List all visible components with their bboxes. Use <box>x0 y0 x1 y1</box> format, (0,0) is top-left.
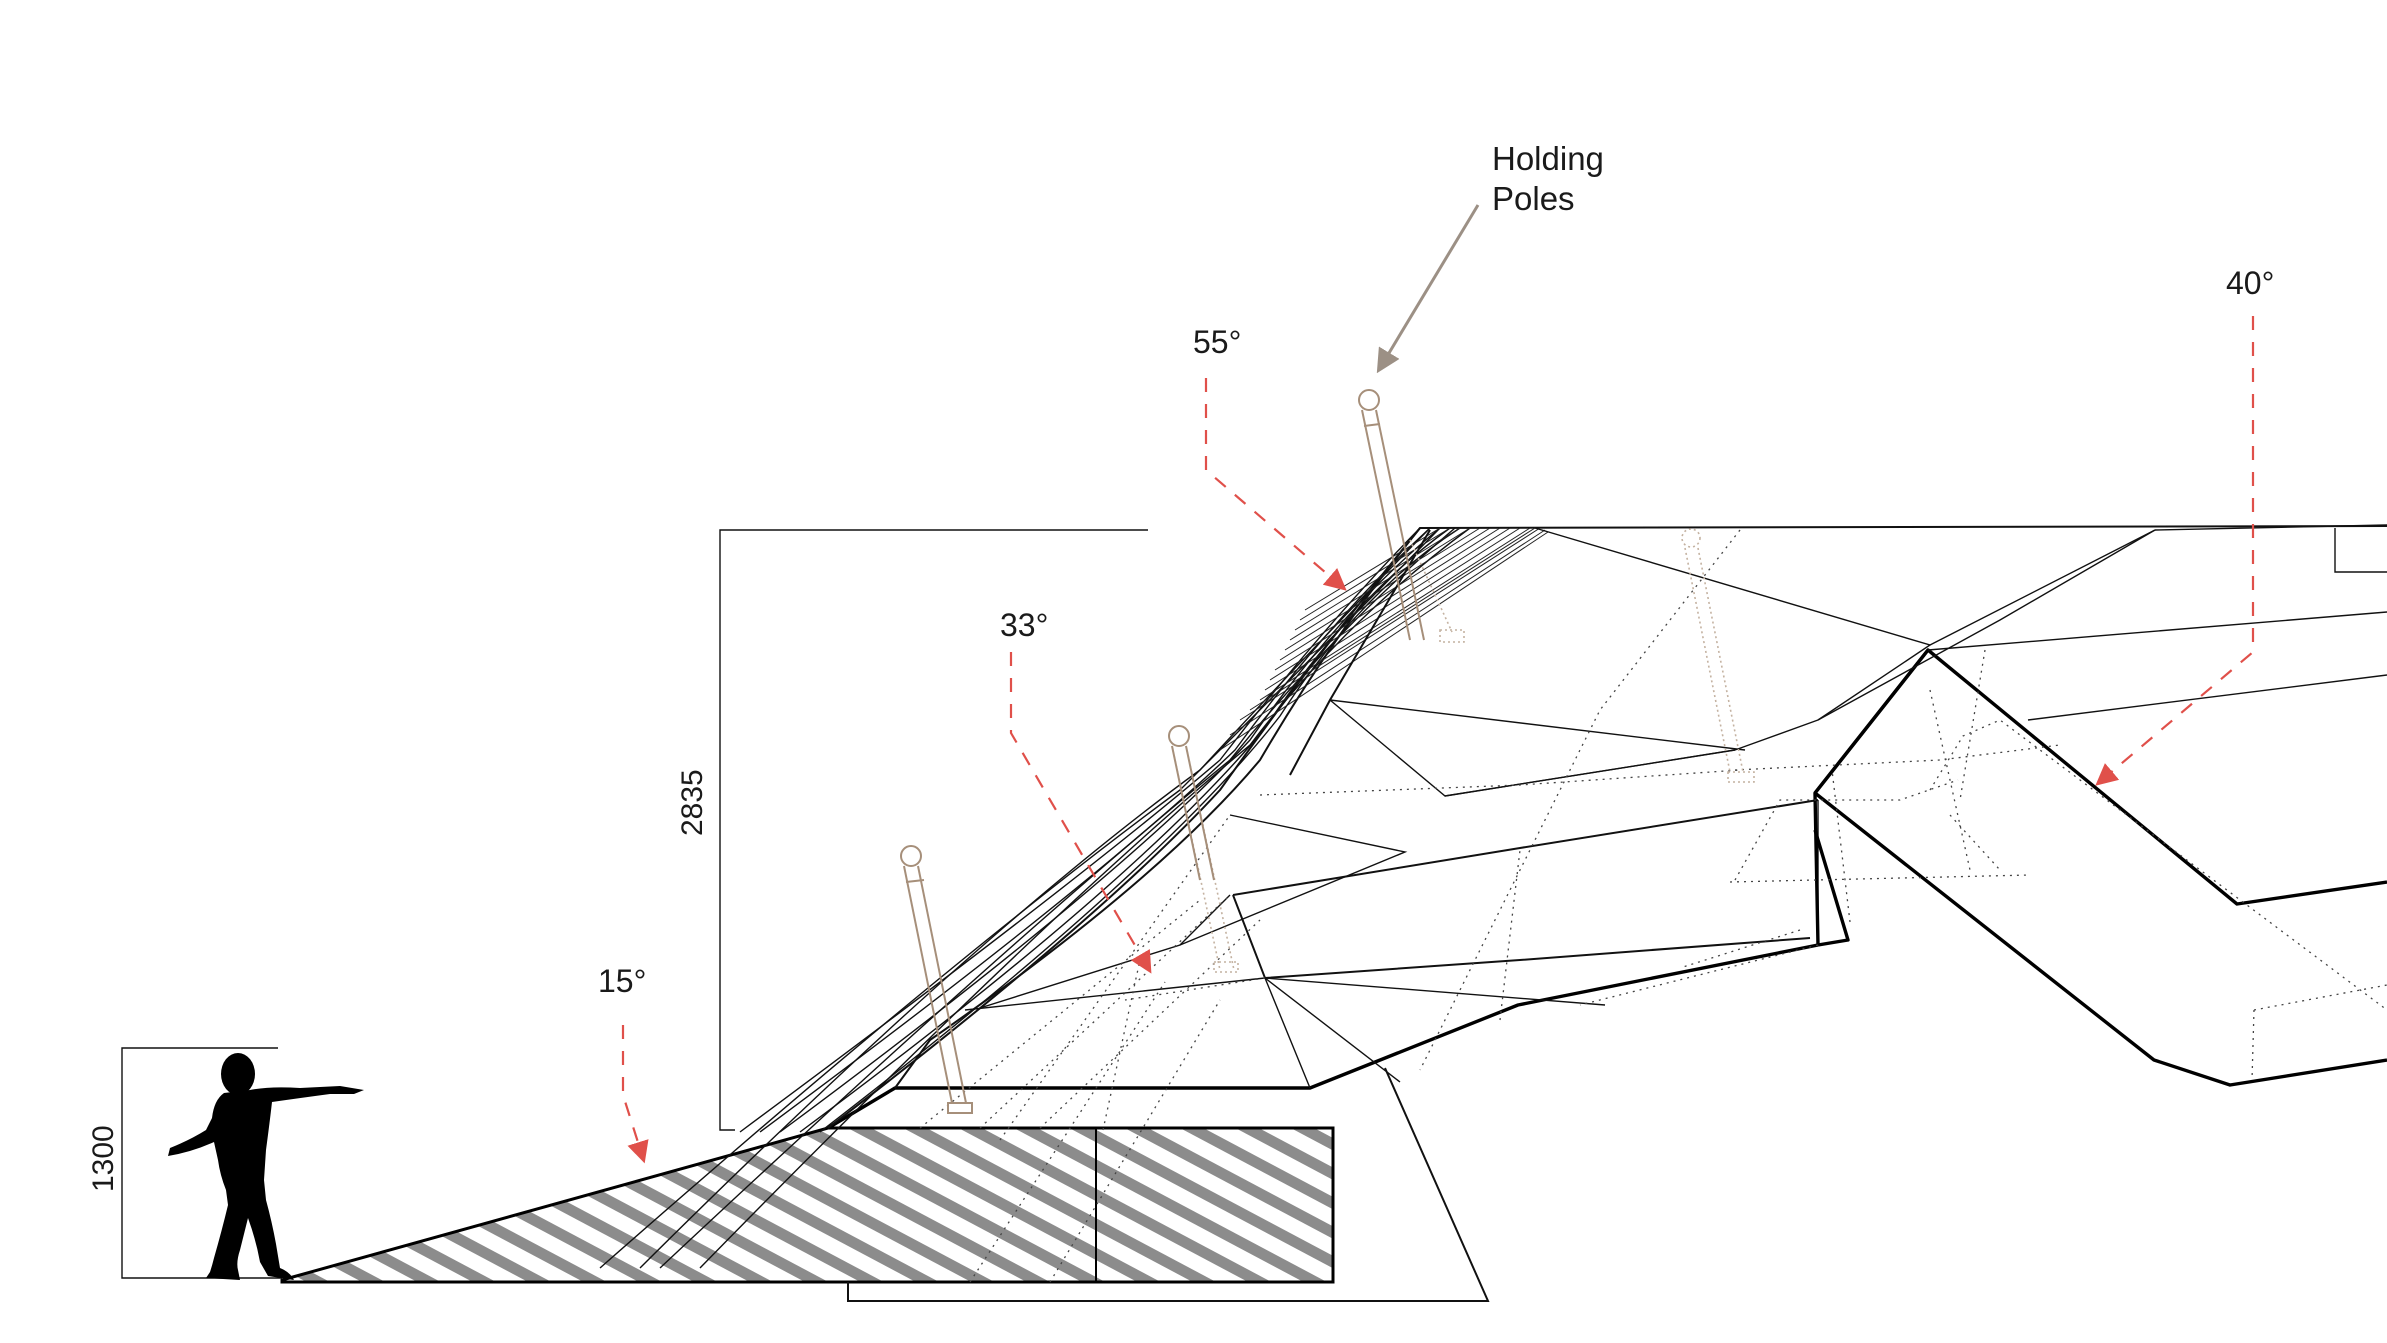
holding-poles-callout: Holding Poles <box>1376 140 1604 374</box>
hatched-ramp-base <box>280 1067 1490 1302</box>
holding-pole-icon <box>1681 528 1755 783</box>
callout-label-line1: Holding <box>1492 140 1604 177</box>
angle-label-40: 40° <box>2226 265 2274 301</box>
dimension-label-2835: 2835 <box>676 769 709 836</box>
angle-label-15: 15° <box>598 963 646 999</box>
callout-label-line2: Poles <box>1492 180 1575 217</box>
angle-label-55: 55° <box>1193 324 1241 360</box>
holding-pole-icon <box>1358 389 1465 643</box>
angle-annotation-40: 40° <box>2095 265 2274 786</box>
ramp-body-linework <box>599 524 2387 1283</box>
angle-annotation-55: 55° <box>1193 324 1347 591</box>
dimension-label-1300: 1300 <box>87 1125 120 1192</box>
holding-pole-icon <box>1168 725 1239 973</box>
angle-annotation-33: 33° <box>1000 607 1152 974</box>
dimension-2835: 2835 <box>676 529 1148 1131</box>
angle-label-33: 33° <box>1000 607 1048 643</box>
dimension-1300: 1300 <box>87 1047 282 1279</box>
person-silhouette-icon <box>168 1053 364 1280</box>
angle-annotation-15: 15° <box>598 963 649 1164</box>
holding-pole-icon <box>900 845 973 1114</box>
